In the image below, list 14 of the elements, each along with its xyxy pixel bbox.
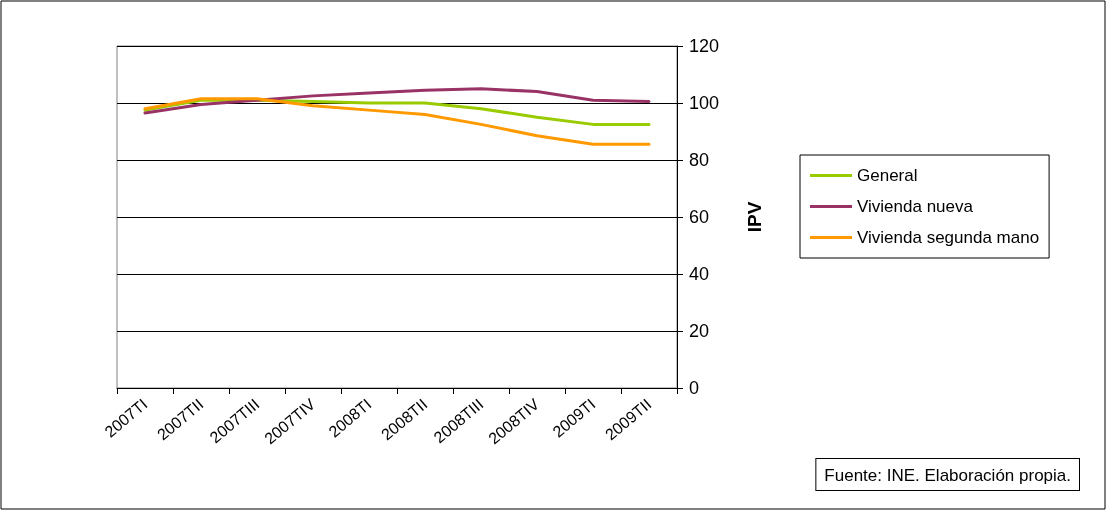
line-series (143, 97, 651, 146)
y-axis-title: IPV (744, 201, 765, 233)
y-tick-label: 100 (689, 93, 720, 113)
y-tick-label: 80 (689, 150, 710, 170)
legend-label: General (857, 166, 918, 185)
y-tick-label: 0 (689, 378, 700, 398)
y-tick-label: 40 (689, 264, 710, 284)
line-series (143, 87, 651, 115)
source-note: Fuente: INE. Elaboración propia. (824, 466, 1072, 485)
legend-label: Vivienda nueva (857, 197, 974, 216)
y-tick-label: 120 (689, 36, 720, 56)
y-tick-label: 20 (689, 321, 710, 341)
legend-label: Vivienda segunda mano (857, 228, 1040, 247)
y-tick-label: 60 (689, 207, 710, 227)
